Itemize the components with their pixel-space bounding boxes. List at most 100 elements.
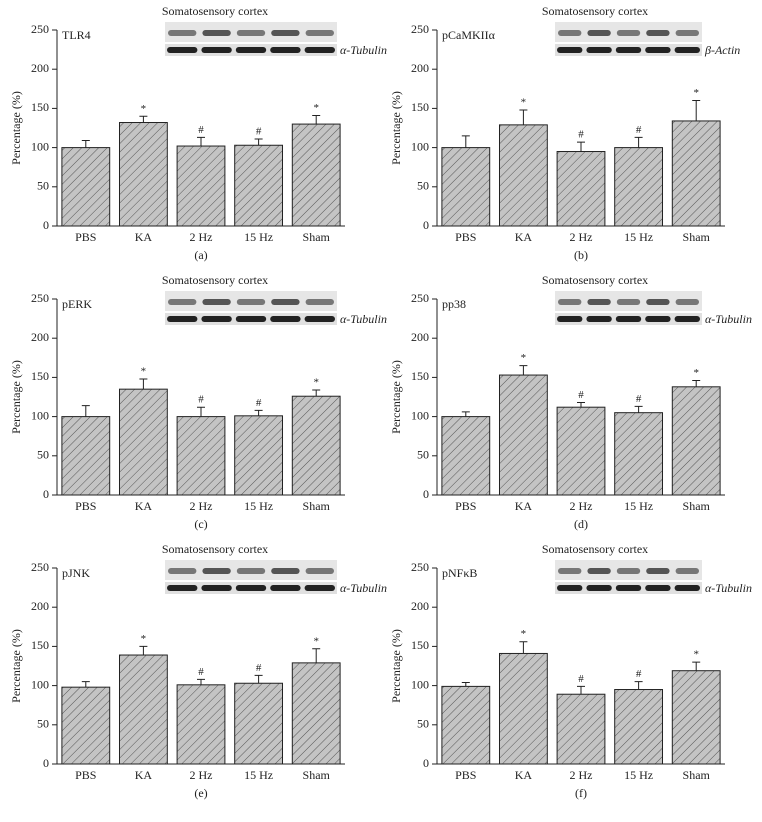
bar	[441, 685, 491, 765]
error-bar	[312, 648, 321, 663]
bar	[441, 416, 491, 496]
blot-band	[304, 585, 335, 591]
significance-mark: *	[313, 102, 319, 114]
y-tick-label: 100	[31, 408, 49, 422]
y-axis-label: Percentage (%)	[389, 91, 403, 165]
panel-label: (c)	[194, 517, 207, 531]
blot-band	[305, 30, 334, 36]
blot-band	[557, 47, 583, 53]
blot-band	[168, 568, 197, 574]
loading-control-label: β-Actin	[704, 43, 740, 57]
panel: Somatosensory cortex (e) Percentage (%) pJN…	[9, 542, 387, 800]
y-tick-label: 100	[411, 139, 429, 153]
significance-mark: #	[578, 673, 584, 685]
y-tick-label: 200	[31, 330, 49, 344]
x-tick-label: 2 Hz	[190, 499, 213, 513]
error-bar	[577, 401, 585, 408]
blot-band	[167, 585, 198, 591]
chart-title: Somatosensory cortex	[162, 273, 268, 287]
blot-band	[616, 568, 641, 574]
y-tick-label: 200	[31, 61, 49, 75]
error-bar	[81, 681, 90, 688]
bar	[291, 395, 341, 496]
x-tick-label: KA	[515, 768, 533, 782]
bar	[61, 147, 111, 227]
blot-band	[201, 585, 232, 591]
error-bar	[312, 114, 321, 125]
error-bar	[634, 136, 643, 148]
bar	[176, 416, 226, 496]
panel-label: (f)	[575, 786, 587, 800]
x-tick-label: PBS	[455, 768, 476, 782]
significance-mark: #	[256, 397, 262, 409]
y-tick-label: 0	[43, 756, 49, 770]
blot-band	[557, 316, 583, 322]
y-tick-label: 150	[411, 100, 429, 114]
bar	[234, 415, 284, 496]
error-bar	[519, 365, 528, 376]
bar	[176, 145, 226, 227]
blot-band	[615, 585, 642, 591]
bar	[556, 406, 606, 496]
significance-mark: *	[313, 635, 319, 647]
y-tick-label: 250	[31, 22, 49, 36]
blot-band	[646, 568, 670, 574]
blot-band	[202, 568, 231, 574]
y-tick-label: 50	[417, 179, 429, 193]
loading-control-label: α-Tubulin	[705, 312, 752, 326]
protein-label: pERK	[62, 297, 92, 311]
significance-mark: *	[141, 365, 147, 377]
y-tick-label: 50	[417, 448, 429, 462]
y-tick-label: 100	[31, 139, 49, 153]
y-axis-label: Percentage (%)	[9, 629, 23, 703]
blot-band	[235, 585, 267, 591]
x-tick-label: Sham	[683, 230, 711, 244]
blot-band	[675, 30, 699, 36]
panel-label: (b)	[574, 248, 588, 262]
x-tick-label: Sham	[303, 230, 331, 244]
y-tick-label: 0	[423, 756, 429, 770]
y-tick-label: 50	[37, 717, 49, 731]
x-tick-label: KA	[135, 768, 153, 782]
bar	[614, 689, 664, 765]
x-tick-label: 15 Hz	[244, 499, 273, 513]
x-tick-label: PBS	[75, 230, 96, 244]
x-tick-label: PBS	[75, 768, 96, 782]
bar	[234, 144, 284, 227]
significance-mark: #	[198, 394, 204, 406]
error-bar	[634, 681, 643, 690]
y-tick-label: 250	[411, 22, 429, 36]
significance-mark: #	[256, 126, 262, 138]
blot-band	[168, 299, 197, 305]
error-bar	[312, 389, 321, 397]
significance-mark: #	[256, 662, 262, 674]
significance-mark: #	[578, 389, 584, 401]
y-axis-label: Percentage (%)	[389, 360, 403, 434]
protein-label: pp38	[442, 297, 466, 311]
x-tick-label: 15 Hz	[244, 230, 273, 244]
protein-label: pJNK	[62, 566, 90, 580]
blot-band	[645, 316, 671, 322]
x-tick-label: KA	[515, 230, 533, 244]
significance-mark: *	[693, 87, 699, 99]
y-tick-label: 250	[31, 560, 49, 574]
bar	[291, 662, 341, 765]
y-tick-label: 200	[31, 599, 49, 613]
bar	[671, 670, 721, 765]
y-axis-label: Percentage (%)	[389, 629, 403, 703]
blot-band	[587, 299, 611, 305]
y-tick-label: 200	[411, 599, 429, 613]
y-tick-label: 50	[37, 179, 49, 193]
significance-mark: #	[198, 124, 204, 136]
bar	[176, 684, 226, 765]
panel: Somatosensory cortex (b) Percentage (%) pCa…	[389, 4, 741, 262]
error-bar	[692, 380, 701, 387]
protein-label: TLR4	[62, 28, 91, 42]
error-bar	[577, 685, 585, 695]
x-tick-label: PBS	[75, 499, 96, 513]
protein-label: pCaMKIIα	[442, 28, 496, 42]
significance-mark: *	[521, 96, 527, 108]
chart-title: Somatosensory cortex	[542, 273, 648, 287]
panel: Somatosensory cortex (a) Percentage (%) TLR…	[9, 4, 387, 262]
